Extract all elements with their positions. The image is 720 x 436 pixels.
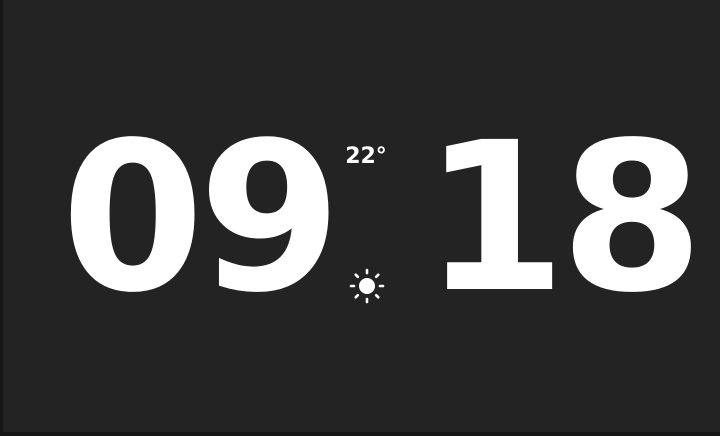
weather-widget: 22° <box>333 140 399 310</box>
clock-minutes: 18 <box>423 98 704 338</box>
sun-icon <box>349 268 385 304</box>
temperature-label: 22° <box>345 144 387 169</box>
clock-hours: 09 <box>61 98 342 338</box>
